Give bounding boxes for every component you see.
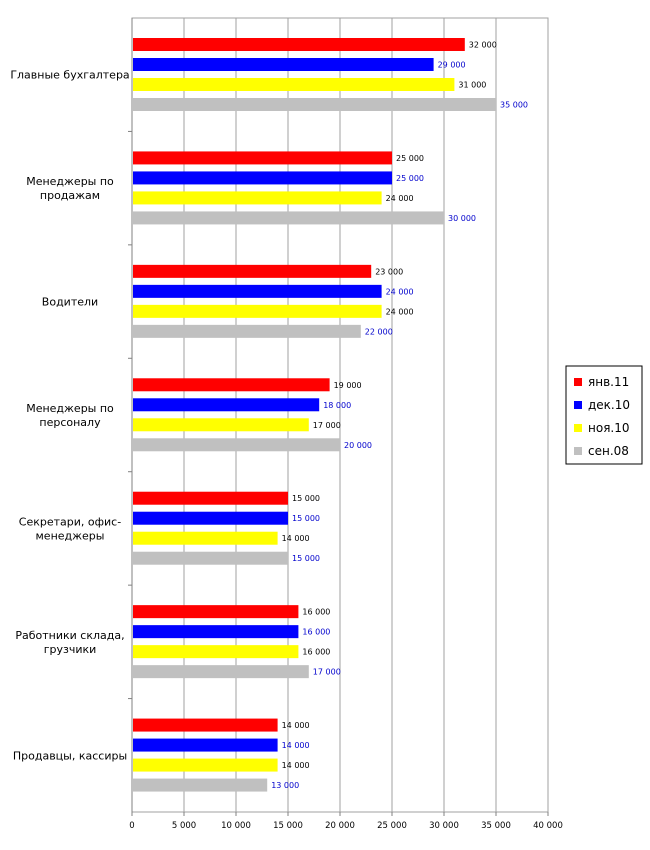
axes <box>128 18 549 816</box>
bar <box>133 171 392 185</box>
data-label: 31 000 <box>458 81 486 90</box>
data-label: 24 000 <box>386 194 414 203</box>
data-label: 19 000 <box>334 381 362 390</box>
bar <box>133 38 465 51</box>
category-label: Главные бухгалтера <box>10 69 129 82</box>
bar <box>133 58 434 71</box>
bar <box>133 758 278 772</box>
data-label: 18 000 <box>323 401 351 410</box>
x-tick-label: 35 000 <box>481 821 511 831</box>
category-labels: Главные бухгалтера Менеджеры по продажам Во… <box>10 69 129 763</box>
bar <box>133 151 392 165</box>
legend-label: дек.10 <box>588 398 630 412</box>
bar <box>133 418 309 432</box>
legend: янв.11 дек.10 ноя.10 сен.08 <box>565 365 643 465</box>
x-tick-label: 15 000 <box>273 821 303 831</box>
legend-label: сен.08 <box>588 444 629 458</box>
data-label: 15 000 <box>292 494 320 503</box>
bar <box>133 605 299 619</box>
legend-label: ноя.10 <box>588 421 630 435</box>
legend-label: янв.11 <box>588 375 629 389</box>
bar <box>133 551 288 565</box>
category-label: Менеджеры по персоналу <box>26 402 114 429</box>
bar <box>133 98 496 111</box>
bar <box>133 718 278 732</box>
x-tick-label: 0 <box>129 821 134 831</box>
bars: 32 000 29 000 31 000 35 000 25 000 25 000 24 0… <box>133 38 528 792</box>
legend-swatch <box>574 378 582 386</box>
data-label: 16 000 <box>302 648 330 657</box>
data-label: 22 000 <box>365 327 393 336</box>
gridlines <box>183 18 497 812</box>
x-tick-label: 20 000 <box>325 821 355 831</box>
legend-swatch <box>574 424 582 432</box>
x-tick-label: 25 000 <box>377 821 407 831</box>
x-tick-label: 10 000 <box>221 821 251 831</box>
data-label: 35 000 <box>500 101 528 110</box>
data-label: 23 000 <box>375 267 403 276</box>
bar <box>133 438 340 452</box>
data-label: 16 000 <box>302 608 330 617</box>
legend-swatch <box>574 447 582 455</box>
data-label: 17 000 <box>313 421 341 430</box>
data-label: 25 000 <box>396 154 424 163</box>
bar <box>133 264 372 278</box>
bar <box>133 78 455 91</box>
category-label: Работники склада, грузчики <box>15 629 124 656</box>
x-tick-label: 5 000 <box>172 821 196 831</box>
data-label: 17 000 <box>313 668 341 677</box>
bar <box>133 511 288 525</box>
x-tick-labels: 0 5 000 10 000 15 000 20 000 25 000 30 000 35 0… <box>129 821 563 831</box>
category-label: Менеджеры по продажам <box>26 175 114 202</box>
bar <box>133 211 444 225</box>
bar <box>133 378 330 392</box>
bar <box>133 398 320 412</box>
category-label: Продавцы, кассиры <box>13 749 127 762</box>
data-label: 13 000 <box>271 781 299 790</box>
bar <box>133 324 361 338</box>
bar <box>133 645 299 659</box>
data-label: 15 000 <box>292 554 320 563</box>
legend-swatch <box>574 401 582 409</box>
data-label: 14 000 <box>282 721 310 730</box>
category-label: Секретари, офис-менеджеры <box>19 515 121 542</box>
data-label: 32 000 <box>469 41 497 50</box>
bar <box>133 304 382 318</box>
bar <box>133 284 382 298</box>
data-label: 24 000 <box>386 287 414 296</box>
category-label: Водители <box>42 296 98 309</box>
x-tick-label: 40 000 <box>533 821 563 831</box>
data-label: 14 000 <box>282 534 310 543</box>
data-label: 15 000 <box>292 514 320 523</box>
bar <box>133 665 309 679</box>
data-label: 24 000 <box>386 307 414 316</box>
data-label: 20 000 <box>344 441 372 450</box>
bar <box>133 531 278 545</box>
bar <box>133 491 288 505</box>
x-tick-label: 30 000 <box>429 821 459 831</box>
data-label: 29 000 <box>438 61 466 70</box>
bar <box>133 625 299 639</box>
data-label: 14 000 <box>282 741 310 750</box>
data-label: 14 000 <box>282 761 310 770</box>
data-label: 25 000 <box>396 174 424 183</box>
bar <box>133 738 278 752</box>
data-label: 30 000 <box>448 214 476 223</box>
bar <box>133 191 382 205</box>
bar <box>133 778 268 792</box>
data-label: 16 000 <box>302 628 330 637</box>
